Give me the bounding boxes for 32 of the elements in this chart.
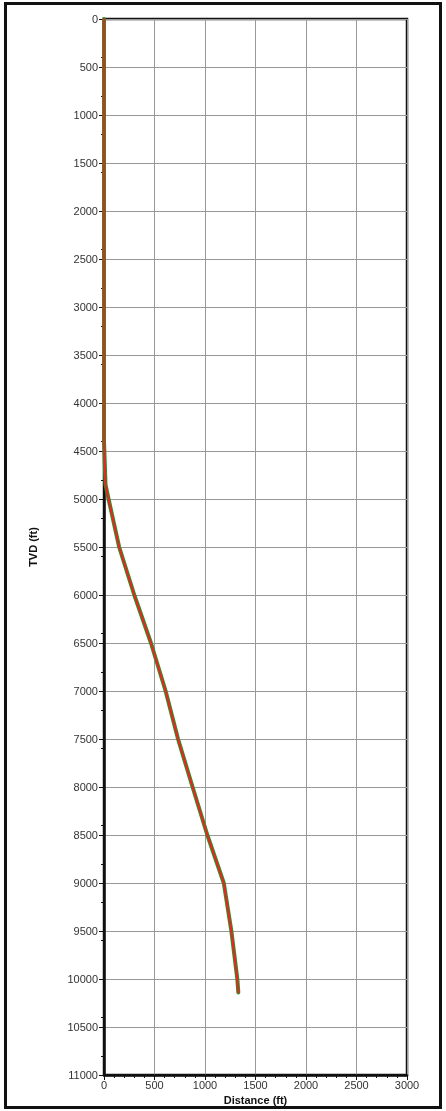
y-tick-label: 9500	[73, 925, 98, 937]
y-tick-label: 500	[79, 61, 98, 73]
y-tick-label: 10500	[67, 1021, 98, 1033]
x-tick-label: 3000	[394, 1078, 420, 1091]
x-tick-label: 500	[145, 1078, 164, 1091]
x-axis-title: Distance (ft)	[223, 1094, 288, 1107]
x-tick-label: 2500	[344, 1078, 369, 1091]
y-tick-label: 4500	[73, 445, 98, 457]
y-tick-label: 6000	[73, 589, 98, 601]
y-tick-label: 5500	[73, 541, 98, 553]
y-tick-label: 6500	[73, 637, 98, 649]
y-tick-label: 8000	[73, 781, 98, 793]
x-tick-label: 0	[100, 1078, 108, 1091]
y-tick-label: 11000	[68, 1069, 98, 1081]
y-tick-label: 0	[91, 13, 98, 25]
y-tick-label: 5000	[73, 493, 98, 505]
y-tick-label: 3000	[73, 301, 98, 313]
y-tick-label: 2500	[73, 253, 98, 265]
y-tick-label: 9000	[73, 877, 98, 889]
y-tick-label: 10000	[67, 973, 98, 985]
y-tick-label: 7500	[73, 733, 98, 745]
y-tick-label: 3500	[73, 349, 98, 361]
y-tick-label: 1500	[73, 157, 98, 169]
y-axis-title: TVD (ft)	[26, 526, 39, 567]
y-tick-label: 4000	[73, 397, 98, 409]
y-tick-label: 7000	[73, 685, 98, 697]
x-tick-label: 1500	[243, 1078, 268, 1091]
y-tick-label: 1000	[73, 109, 98, 121]
x-tick-label: 1000	[192, 1078, 218, 1091]
x-tick-label: 2000	[293, 1078, 319, 1091]
y-tick-label: 2000	[73, 205, 98, 217]
y-tick-label: 8500	[73, 829, 98, 841]
